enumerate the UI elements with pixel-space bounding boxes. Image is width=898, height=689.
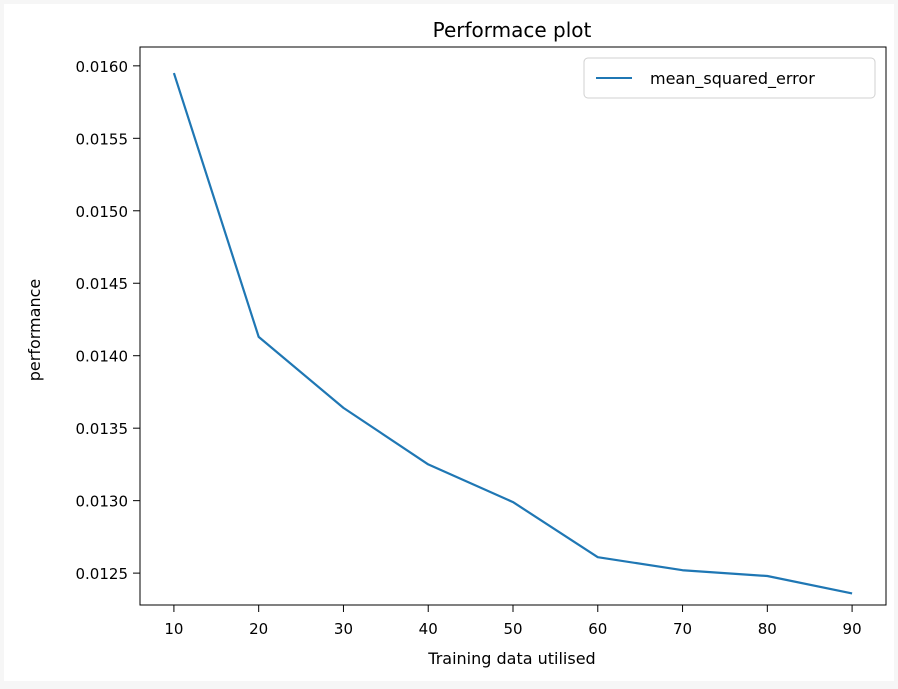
x-tick-label: 20 <box>249 620 268 638</box>
y-tick-label: 0.0140 <box>76 348 129 366</box>
plot-area-frame <box>139 46 887 606</box>
x-tick-label: 70 <box>673 620 692 638</box>
x-axis-ticks: 10 20 30 40 50 60 70 80 90 <box>164 605 862 638</box>
x-tick-label: 60 <box>588 620 607 638</box>
y-tick-label: 0.0135 <box>76 420 129 438</box>
x-tick-label: 10 <box>164 620 183 638</box>
figure-background <box>4 4 894 681</box>
series-layer <box>172 72 853 595</box>
x-tick-label: 50 <box>503 620 522 638</box>
legend: mean_squared_error <box>583 57 876 99</box>
y-axis-ticks: 0.0125 0.0130 0.0135 0.0140 0.0145 0.0150 0.01… <box>76 58 140 583</box>
y-tick-label: 0.0145 <box>76 275 129 293</box>
x-tick-label: 40 <box>419 620 438 638</box>
y-axis-label: performance <box>25 279 44 381</box>
y-tick-label: 0.0125 <box>76 565 129 583</box>
chart-title: Performace plot <box>433 18 592 42</box>
y-tick-label: 0.0150 <box>76 203 129 221</box>
y-tick-label: 0.0160 <box>76 58 129 76</box>
x-tick-label: 90 <box>843 620 862 638</box>
x-axis-label: Training data utilised <box>427 649 595 668</box>
legend-label: mean_squared_error <box>650 69 815 89</box>
y-tick-label: 0.0155 <box>76 130 129 148</box>
y-tick-label: 0.0130 <box>76 493 129 511</box>
x-tick-label: 30 <box>334 620 353 638</box>
legend-box <box>583 57 876 99</box>
x-tick-label: 80 <box>758 620 777 638</box>
